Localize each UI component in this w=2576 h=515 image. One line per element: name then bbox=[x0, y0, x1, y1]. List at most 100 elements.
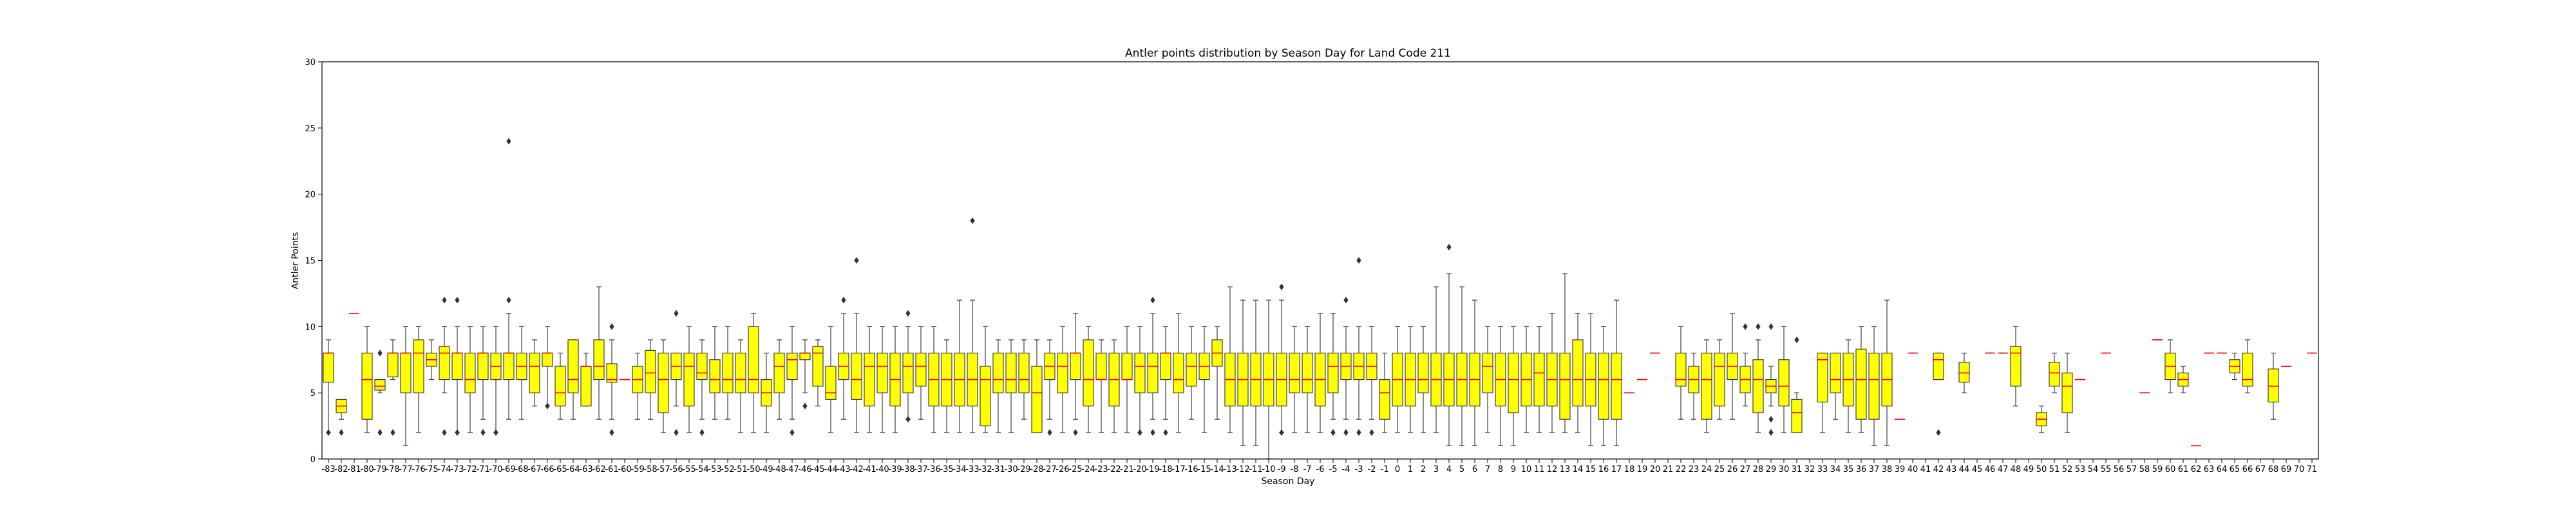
box-group--71 bbox=[477, 326, 489, 436]
x-tick-label: 6 bbox=[1472, 465, 1477, 474]
box-group-4 bbox=[1443, 243, 1455, 447]
box-group--40 bbox=[876, 326, 888, 433]
box-group--1 bbox=[1379, 352, 1390, 433]
x-tick-label: -22 bbox=[1107, 465, 1121, 474]
x-axis-label: Season Day bbox=[1262, 476, 1315, 487]
x-tick-label: -35 bbox=[940, 465, 953, 474]
outlier-point bbox=[854, 257, 859, 264]
x-tick-label: -59 bbox=[630, 465, 644, 474]
y-tick-label: 10 bbox=[305, 323, 316, 332]
box-group-7 bbox=[1482, 326, 1493, 433]
x-tick-label: 52 bbox=[2062, 465, 2073, 474]
plot-area: 051015202530-83-82-81-80-79-78-77-76-75-… bbox=[305, 58, 2317, 474]
box-group--10 bbox=[1263, 299, 1274, 460]
x-tick-label: 37 bbox=[1869, 465, 1880, 474]
box-group--45 bbox=[812, 339, 824, 407]
box bbox=[1160, 352, 1171, 380]
box-group--77 bbox=[400, 326, 412, 447]
outlier-point bbox=[506, 297, 511, 304]
box-group-6 bbox=[1469, 299, 1481, 447]
box bbox=[567, 339, 579, 393]
box-group--48 bbox=[773, 339, 785, 420]
box-group-23 bbox=[1688, 352, 1700, 420]
box-group--8 bbox=[1289, 326, 1300, 433]
box-group--79 bbox=[374, 350, 386, 436]
x-tick-label: 14 bbox=[1573, 465, 1584, 474]
box-group-0 bbox=[1392, 326, 1403, 433]
box-group-34 bbox=[1830, 352, 1841, 420]
x-tick-label: 18 bbox=[1624, 465, 1635, 474]
x-tick-label: -34 bbox=[952, 465, 966, 474]
box-group--82 bbox=[336, 398, 347, 436]
x-tick-label: 45 bbox=[1972, 465, 1983, 474]
x-tick-label: 0 bbox=[1395, 465, 1400, 474]
outlier-point bbox=[1446, 243, 1452, 251]
outlier-point bbox=[790, 429, 795, 436]
box-group--80 bbox=[361, 326, 373, 433]
box-group--50 bbox=[748, 313, 759, 433]
box bbox=[851, 352, 862, 400]
box-group--7 bbox=[1302, 326, 1313, 433]
outlier-point bbox=[674, 429, 679, 436]
x-tick-label: 67 bbox=[2255, 465, 2266, 474]
box bbox=[1714, 352, 1725, 407]
box-group-9 bbox=[1508, 326, 1519, 447]
box bbox=[1675, 352, 1687, 387]
box bbox=[323, 352, 334, 383]
x-tick-label: 63 bbox=[2204, 465, 2215, 474]
box-group--63 bbox=[580, 352, 592, 407]
box bbox=[1121, 352, 1133, 380]
x-tick-label: 8 bbox=[1498, 465, 1503, 474]
x-tick-label: -57 bbox=[656, 465, 670, 474]
outlier-point bbox=[674, 310, 679, 317]
box-group--30 bbox=[1005, 339, 1017, 433]
box bbox=[683, 352, 695, 407]
box bbox=[1817, 352, 1828, 403]
x-tick-label: 70 bbox=[2294, 465, 2305, 474]
box-group--28 bbox=[1031, 339, 1043, 433]
outlier-point bbox=[442, 429, 447, 436]
x-tick-label: -31 bbox=[991, 465, 1005, 474]
box-group-42 bbox=[1933, 352, 1944, 436]
box bbox=[1533, 352, 1545, 407]
outlier-point bbox=[1047, 429, 1052, 436]
x-tick-label: -1 bbox=[1381, 465, 1389, 474]
x-tick-label: 7 bbox=[1485, 465, 1490, 474]
x-tick-label: -13 bbox=[1223, 465, 1236, 474]
outlier-point bbox=[506, 138, 511, 145]
x-tick-label: -33 bbox=[965, 465, 979, 474]
x-tick-label: -74 bbox=[437, 465, 451, 474]
box-group--23 bbox=[1095, 339, 1107, 433]
outlier-point bbox=[390, 429, 395, 436]
box-group-33 bbox=[1817, 352, 1828, 433]
box-group--59 bbox=[632, 352, 643, 420]
box bbox=[529, 352, 540, 393]
outlier-point bbox=[1331, 429, 1336, 436]
outlier-point bbox=[1369, 429, 1374, 436]
x-tick-label: -73 bbox=[450, 465, 464, 474]
box-group--16 bbox=[1186, 326, 1197, 420]
box bbox=[606, 363, 618, 383]
box-group--24 bbox=[1083, 326, 1094, 433]
x-tick-label: 1 bbox=[1408, 465, 1413, 474]
box-group--35 bbox=[941, 339, 952, 433]
outlier-point bbox=[1150, 297, 1155, 304]
x-tick-label: 48 bbox=[2011, 465, 2022, 474]
box bbox=[1302, 352, 1313, 393]
box-group--54 bbox=[696, 339, 708, 436]
x-tick-label: 65 bbox=[2230, 465, 2240, 474]
box-group--36 bbox=[928, 326, 940, 433]
box bbox=[1611, 352, 1622, 420]
box bbox=[477, 352, 489, 380]
x-tick-label: -23 bbox=[1094, 465, 1108, 474]
box bbox=[1147, 352, 1159, 393]
x-tick-label: -53 bbox=[708, 465, 721, 474]
x-tick-label: 40 bbox=[1908, 465, 1918, 474]
box-group--41 bbox=[864, 326, 875, 433]
x-tick-label: -65 bbox=[553, 465, 567, 474]
box-group-8 bbox=[1495, 326, 1506, 447]
box bbox=[2061, 372, 2073, 413]
outlier-point bbox=[905, 416, 911, 423]
outlier-point bbox=[326, 429, 331, 436]
x-tick-label: 24 bbox=[1701, 465, 1712, 474]
